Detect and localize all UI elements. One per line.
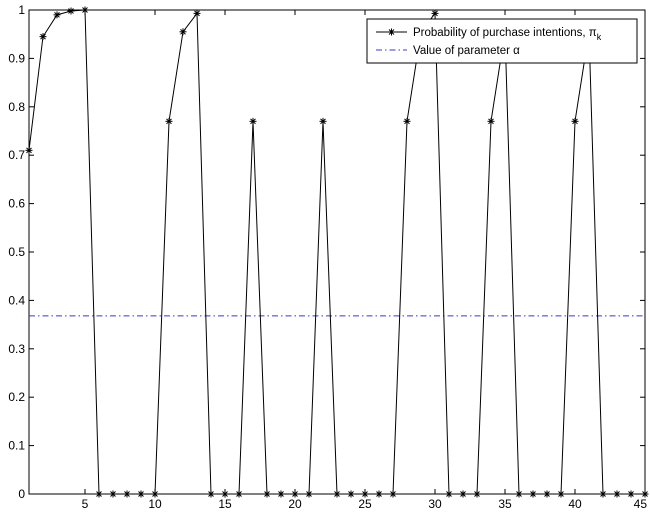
- data-point: [249, 117, 257, 125]
- data-point: [403, 117, 411, 125]
- legend: Probability of purchase intentions, πk V…: [366, 18, 638, 64]
- y-tick-label: 0.7: [8, 148, 25, 162]
- data-point: [165, 117, 173, 125]
- x-tick-label: 25: [358, 497, 372, 511]
- data-point: [95, 490, 103, 498]
- plot-area: [28, 9, 646, 495]
- y-tick-label: 0.1: [8, 439, 25, 453]
- data-point: [347, 490, 355, 498]
- data-point: [487, 117, 495, 125]
- data-point: [445, 490, 453, 498]
- y-tick-label: 0.6: [8, 197, 25, 211]
- x-tick-label: 5: [82, 497, 89, 511]
- data-point: [109, 490, 117, 498]
- data-point: [613, 490, 621, 498]
- y-tick-label: 0: [18, 487, 25, 501]
- legend-box: [366, 18, 638, 64]
- data-point: [543, 490, 551, 498]
- data-point: [431, 9, 439, 17]
- y-tick-label: 0.3: [8, 342, 25, 356]
- data-point: [53, 11, 61, 19]
- data-point: [627, 490, 635, 498]
- legend-label-series-2: Value of parameter α: [413, 45, 520, 57]
- data-point: [459, 490, 467, 498]
- data-point: [137, 490, 145, 498]
- legend-marker-series-1: [388, 28, 395, 36]
- data-point: [571, 117, 579, 125]
- y-tick-label: 1: [18, 3, 25, 17]
- legend-asterisk: [388, 28, 395, 36]
- data-point: [207, 490, 215, 498]
- data-point: [375, 490, 383, 498]
- data-point: [277, 490, 285, 498]
- y-tick-label: 0.2: [8, 390, 25, 404]
- y-tick-label: 0.4: [8, 293, 25, 307]
- x-tick-label: 35: [498, 497, 512, 511]
- data-point: [193, 9, 201, 17]
- y-tick-label: 0.5: [8, 245, 25, 259]
- data-point: [81, 6, 89, 14]
- data-point: [529, 490, 537, 498]
- data-point: [515, 490, 523, 498]
- axis-ticks: 00.10.20.30.40.50.60.70.80.915 10 15 20 25 30…: [8, 3, 647, 511]
- data-point: [557, 490, 565, 498]
- data-point: [235, 490, 243, 498]
- data-point: [473, 490, 481, 498]
- data-point: [333, 490, 341, 498]
- data-point: [123, 490, 131, 498]
- x-tick-label: 15: [218, 497, 232, 511]
- data-point: [179, 28, 187, 36]
- data-point: [151, 490, 159, 498]
- data-point: [389, 490, 397, 498]
- data-point: [263, 490, 271, 498]
- data-point: [67, 7, 75, 15]
- x-tick-label: 45: [634, 497, 648, 511]
- x-tick-label: 30: [428, 497, 442, 511]
- data-markers: [25, 6, 649, 498]
- data-point: [39, 33, 47, 41]
- x-tick-label: 10: [148, 497, 162, 511]
- data-point: [221, 490, 229, 498]
- data-point: [25, 146, 33, 154]
- legend-label-series-1: Probability of purchase intentions, πk: [413, 27, 602, 42]
- y-tick-label: 0.9: [8, 51, 25, 65]
- y-tick-label: 0.8: [8, 100, 25, 114]
- data-point: [599, 490, 607, 498]
- data-point: [291, 490, 299, 498]
- x-tick-label: 20: [288, 497, 302, 511]
- x-tick-label: 40: [568, 497, 582, 511]
- data-point: [641, 490, 649, 498]
- data-point: [361, 490, 369, 498]
- data-point: [305, 490, 313, 498]
- data-point: [319, 117, 327, 125]
